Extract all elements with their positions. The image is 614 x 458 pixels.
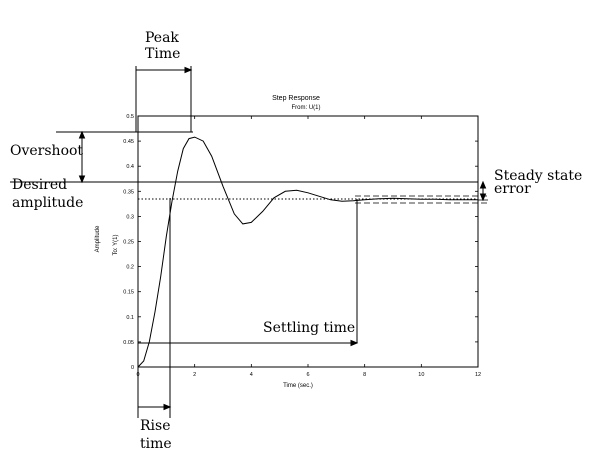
y-axis-label: Amplitude: [95, 225, 101, 252]
step-response-curve: [137, 136, 478, 368]
x-ticks: 024681012: [136, 116, 481, 378]
x-tick-label: 10: [418, 372, 424, 378]
peak-time-arrow: [136, 66, 193, 74]
y-tick-label: 0.1: [126, 315, 134, 321]
chart-subtitle: From: U(1): [292, 105, 321, 111]
x-tick-label: 12: [475, 372, 481, 378]
peak-label-line2: Time: [145, 46, 180, 62]
rise-time-arrow: [138, 403, 172, 411]
steady-state-arrow: [479, 180, 487, 202]
x-tick-label: 2: [193, 372, 196, 378]
rise-label-line1: Rise: [140, 418, 171, 434]
y-tick-label: 0.15: [123, 290, 134, 296]
y-tick-label: 0.4: [126, 164, 134, 170]
overshoot-arrow: [78, 130, 86, 184]
settling-time-label: Settling time: [263, 320, 355, 336]
y-tick-label: 0: [131, 365, 134, 371]
peak-label-line1: Peak: [145, 30, 179, 46]
y-tick-label: 0.45: [123, 139, 134, 145]
settling-time-arrow: [138, 339, 359, 347]
y-tick-label: 0.3: [126, 214, 134, 220]
steady-state-label-line1: Steady state: [494, 168, 582, 184]
y-ticks: 0 0.05 0.1 0.15 0.2 0.25 0.3 0.35 0.4 0.45 0.5: [123, 114, 478, 371]
overshoot-label: Overshoot: [10, 143, 83, 159]
y-axis-sublabel: To: Y(1): [113, 235, 119, 256]
x-tick-label: 4: [250, 372, 253, 378]
desired-label-line2: amplitude: [12, 195, 83, 211]
x-tick-label: 6: [306, 372, 309, 378]
desired-label-line1: Desired: [12, 177, 67, 193]
y-tick-label: 0.2: [126, 265, 134, 271]
x-tick-label: 8: [363, 372, 366, 378]
y-tick-label: 0.5: [126, 114, 134, 120]
chart-title: Step Response: [272, 95, 320, 102]
steady-state-label-line2: error: [494, 181, 531, 197]
x-axis-label: Time (sec.): [283, 383, 313, 389]
rise-label-line2: time: [140, 436, 172, 452]
y-tick-label: 0.35: [123, 189, 134, 195]
y-tick-label: 0.05: [123, 340, 134, 346]
y-tick-label: 0.25: [123, 240, 134, 246]
